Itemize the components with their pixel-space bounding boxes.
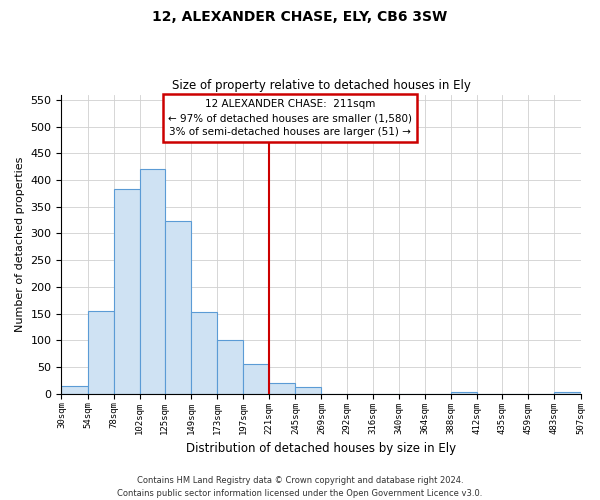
Bar (554, 392, 581, 394)
Bar (269, 383, 295, 394)
X-axis label: Distribution of detached houses by size in Ely: Distribution of detached houses by size … (186, 442, 456, 455)
Bar (140, 170, 165, 394)
Bar (243, 364, 269, 394)
Y-axis label: Number of detached properties: Number of detached properties (15, 156, 25, 332)
Bar (61, 386, 88, 394)
Text: 12, ALEXANDER CHASE, ELY, CB6 3SW: 12, ALEXANDER CHASE, ELY, CB6 3SW (152, 10, 448, 24)
Title: Size of property relative to detached houses in Ely: Size of property relative to detached ho… (172, 79, 470, 92)
Bar (113, 189, 140, 394)
Bar (191, 312, 217, 394)
Bar (165, 221, 191, 394)
Bar (451, 392, 477, 394)
Bar (295, 388, 322, 394)
Bar (217, 340, 243, 394)
Text: Contains HM Land Registry data © Crown copyright and database right 2024.
Contai: Contains HM Land Registry data © Crown c… (118, 476, 482, 498)
Text: 12 ALEXANDER CHASE:  211sqm
← 97% of detached houses are smaller (1,580)
3% of s: 12 ALEXANDER CHASE: 211sqm ← 97% of deta… (168, 99, 412, 137)
Bar (88, 311, 113, 394)
